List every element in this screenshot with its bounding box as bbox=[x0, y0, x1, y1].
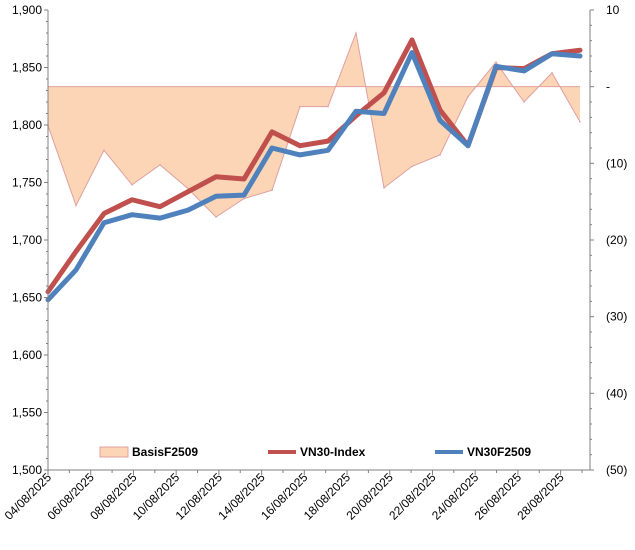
vn30-index-point bbox=[130, 198, 134, 202]
basis-point bbox=[495, 61, 497, 63]
y2-tick-label: (10) bbox=[606, 156, 627, 170]
basis-point bbox=[523, 101, 525, 103]
vn30-index-point bbox=[438, 108, 442, 112]
vn30f2509-point bbox=[550, 52, 554, 56]
vn30-index-point bbox=[158, 205, 162, 209]
y2-tick-label: (50) bbox=[606, 463, 627, 477]
vn30f2509-point bbox=[466, 144, 470, 148]
line-series-layer bbox=[45, 37, 583, 303]
basis-point bbox=[355, 32, 357, 34]
vn30f2509-point bbox=[494, 64, 498, 68]
legend-label-basis: BasisF2509 bbox=[132, 445, 198, 459]
vn30f2509-point bbox=[102, 221, 106, 225]
basis-point bbox=[383, 187, 385, 189]
y-tick-label: 1,550 bbox=[12, 406, 42, 420]
secondary-y-ticks: 10 - (10) (20) (30) (40) (50) bbox=[590, 3, 627, 477]
basis-point bbox=[271, 189, 273, 191]
vn30f2509-point bbox=[438, 118, 442, 122]
vn30f2509-point bbox=[74, 268, 78, 272]
vn30-index-point bbox=[578, 48, 582, 52]
vn30-index-point bbox=[382, 91, 386, 95]
vn30-index-point bbox=[326, 139, 330, 143]
basis-point bbox=[131, 184, 133, 186]
vn30f2509-point bbox=[382, 112, 386, 115]
basis-point bbox=[439, 154, 441, 156]
basis-point bbox=[327, 105, 329, 108]
y2-tick-label: (20) bbox=[606, 233, 627, 247]
vn30f2509-point bbox=[270, 146, 274, 150]
vn30f2509-point bbox=[522, 69, 526, 73]
y2-tick-label: 10 bbox=[606, 3, 620, 17]
vn30-index-point bbox=[298, 144, 302, 148]
basis-point bbox=[103, 149, 105, 152]
basis-edge-line bbox=[47, 31, 581, 218]
vn30-index-point bbox=[102, 212, 106, 216]
vn30-index-point bbox=[214, 175, 218, 179]
vn30f2509-point bbox=[130, 213, 134, 217]
y2-tick-label: (30) bbox=[606, 310, 627, 324]
legend-label-vn30f2509: VN30F2509 bbox=[467, 445, 531, 459]
y-tick-label: 1,650 bbox=[12, 291, 42, 305]
vn30f2509-point bbox=[186, 208, 190, 212]
basis-point bbox=[159, 164, 161, 166]
y-tick-label: 1,850 bbox=[12, 61, 42, 75]
y2-tick-label: - bbox=[606, 80, 610, 94]
basis-point bbox=[299, 105, 301, 108]
vn30f2509-point bbox=[326, 148, 330, 152]
vn30f2509-point bbox=[158, 216, 162, 220]
basis-point bbox=[579, 121, 581, 123]
y2-tick-label: (40) bbox=[606, 386, 627, 400]
basis-point bbox=[467, 95, 469, 98]
legend-swatch-basis bbox=[99, 446, 129, 458]
vn30f2509-point bbox=[242, 193, 246, 197]
vn30-index-point bbox=[74, 250, 78, 253]
y-tick-label: 1,750 bbox=[12, 176, 42, 190]
y-tick-label: 1,900 bbox=[12, 3, 42, 17]
vn30f2509-point bbox=[298, 153, 302, 157]
vn30f2509-point bbox=[578, 54, 582, 58]
vn30f2509-line bbox=[45, 50, 583, 303]
primary-y-ticks: 1,500 1,550 1,600 1,650 1,700 1,750 1,800 1,850… bbox=[12, 3, 48, 477]
vn30-index-point bbox=[186, 190, 190, 194]
basis-point bbox=[551, 72, 553, 74]
vn30-index-point bbox=[242, 177, 246, 181]
basis-point bbox=[411, 165, 413, 168]
basis-point bbox=[75, 204, 77, 207]
y-tick-label: 1,700 bbox=[12, 233, 42, 247]
vn30f2509-point bbox=[410, 51, 414, 55]
basis-area bbox=[48, 33, 580, 217]
legend: BasisF2509 VN30-Index VN30F2509 bbox=[99, 445, 531, 459]
vn30f2509-point bbox=[214, 194, 218, 198]
vn30-index-point bbox=[270, 130, 274, 134]
y-tick-label: 1,500 bbox=[12, 463, 42, 477]
basis-point bbox=[215, 216, 217, 218]
basis-point bbox=[243, 197, 245, 200]
y-tick-label: 1,600 bbox=[12, 348, 42, 362]
vn30f2509-point bbox=[354, 109, 358, 113]
legend-label-vn30-index: VN30-Index bbox=[300, 445, 366, 459]
vn30-index-point bbox=[410, 38, 414, 42]
y-tick-label: 1,800 bbox=[12, 118, 42, 132]
